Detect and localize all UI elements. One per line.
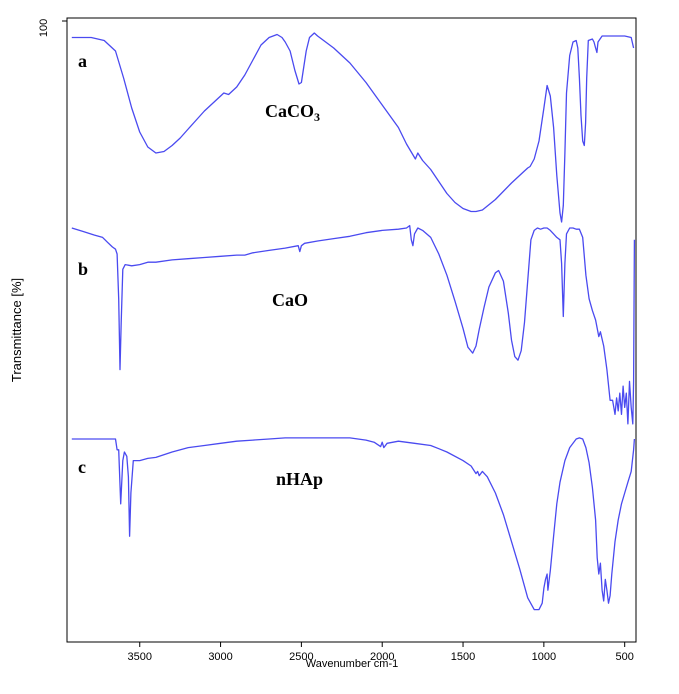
y-tick-label: 100 (38, 19, 50, 37)
series-lines (71, 32, 636, 611)
series-name-c: nHAp (276, 469, 323, 489)
y-axis-label: Transmittance [%] (9, 278, 24, 382)
panel-letter-c: c (78, 457, 86, 477)
series-name-b: CaO (272, 290, 308, 310)
plot-frame (66, 17, 637, 643)
x-axis-label: Wavenumber cm-1 (306, 658, 399, 670)
x-tick-label: 2000 (370, 651, 394, 663)
x-axis-ticks: 3500 3000 2500 2000 1500 1000 500 (127, 642, 634, 663)
x-tick-label: 1500 (451, 651, 475, 663)
series-line-b (71, 224, 636, 425)
panel-letter-b: b (78, 259, 88, 279)
series-line-a (71, 32, 635, 223)
series-name-a: CaCO3 (265, 101, 320, 124)
y-axis-ticks: 100 (38, 19, 67, 37)
x-tick-label: 500 (616, 651, 634, 663)
x-tick-label: 3000 (208, 651, 232, 663)
series-line-c (71, 437, 636, 611)
x-tick-label: 2500 (289, 651, 313, 663)
panel-letter-a: a (78, 51, 87, 71)
x-tick-label: 3500 (127, 651, 151, 663)
x-tick-label: 1000 (532, 651, 556, 663)
